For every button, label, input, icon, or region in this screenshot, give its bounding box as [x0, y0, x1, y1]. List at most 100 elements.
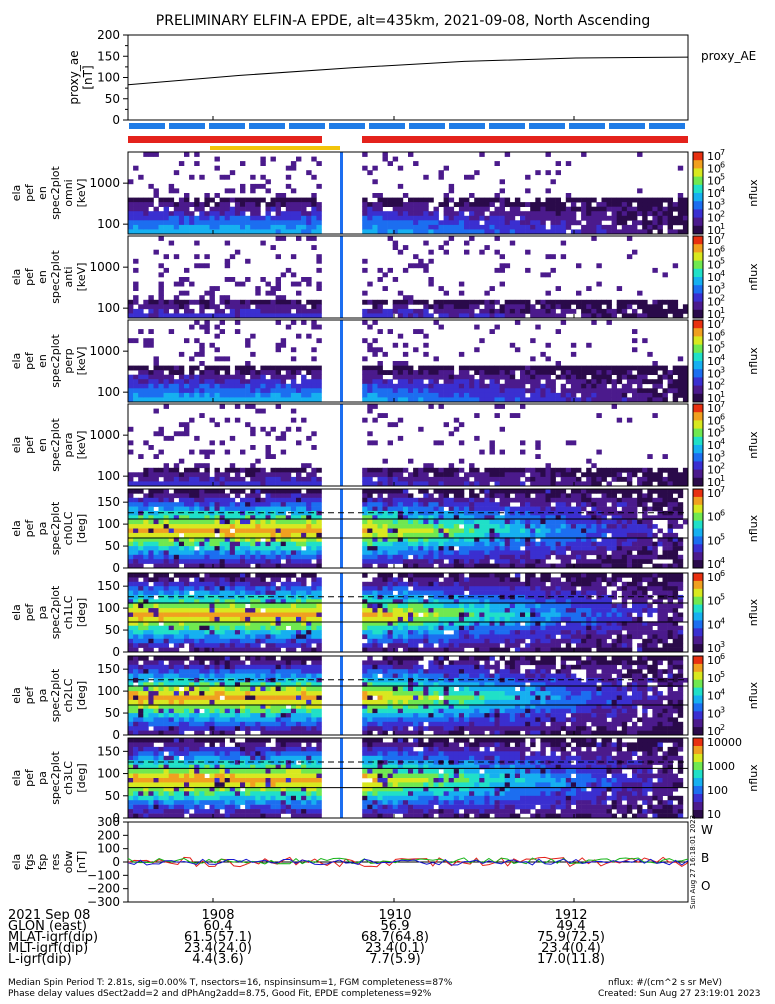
heatmap-cell	[184, 529, 189, 534]
heatmap-cell	[266, 282, 271, 287]
heatmap-cell	[428, 498, 433, 503]
heatmap-cell	[520, 220, 525, 225]
heatmap-cell	[581, 152, 586, 157]
heatmap-cell	[133, 225, 138, 230]
heatmap-cell	[459, 304, 464, 309]
heatmap-cell	[143, 472, 148, 477]
heatmap-cell	[174, 586, 179, 591]
heatmap-cell	[179, 511, 184, 516]
heatmap-cell	[388, 555, 393, 560]
heatmap-cell	[204, 591, 209, 596]
heatmap-cell	[210, 286, 215, 291]
heatmap-cell	[286, 300, 291, 305]
heatmap-cell	[225, 277, 230, 282]
colorbar-segment	[693, 453, 703, 462]
heatmap-cell	[276, 370, 281, 375]
heatmap-cell	[179, 225, 184, 230]
heatmap-cell	[250, 463, 255, 468]
heatmap-cell	[607, 507, 612, 512]
heatmap-cell	[581, 370, 586, 375]
heatmap-cell	[464, 388, 469, 393]
heatmap-cell	[204, 498, 209, 503]
heatmap-cell	[154, 207, 159, 212]
heatmap-cell	[459, 559, 464, 564]
heatmap-cell	[469, 225, 474, 230]
heatmap-cell	[306, 170, 311, 175]
heatmap-cell	[398, 550, 403, 555]
heatmap-cell	[230, 393, 235, 398]
heatmap-cell	[179, 529, 184, 534]
heatmap-cell	[469, 550, 474, 555]
colorbar-tick-label: 10	[707, 187, 721, 200]
heatmap-cell	[281, 546, 286, 551]
heatmap-cell	[194, 595, 199, 600]
heatmap-cell	[388, 472, 393, 477]
heatmap-cell	[378, 304, 383, 309]
status-bar-blue-seg	[649, 123, 685, 129]
heatmap-cell	[622, 309, 627, 314]
heatmap-cell	[423, 207, 428, 212]
heatmap-cell	[500, 388, 505, 393]
heatmap-cell	[510, 413, 515, 418]
heatmap-cell	[179, 591, 184, 596]
heatmap-cell	[276, 542, 281, 547]
heatmap-cell	[561, 304, 566, 309]
heatmap-cell	[378, 216, 383, 221]
heatmap-cell	[622, 546, 627, 551]
heatmap-cell	[459, 375, 464, 380]
heatmap-cell	[535, 216, 540, 221]
heatmap-cell	[194, 582, 199, 587]
heatmap-cell	[581, 207, 586, 212]
heatmap-cell	[311, 489, 316, 494]
heatmap-cell	[184, 468, 189, 473]
heatmap-cell	[530, 393, 535, 398]
heatmap-cell	[362, 418, 367, 423]
status-bar-blue-seg	[609, 123, 645, 129]
heatmap-cell	[449, 216, 454, 221]
heatmap-cell	[617, 366, 622, 371]
heatmap-cell	[235, 216, 240, 221]
heatmap-cell	[306, 277, 311, 282]
heatmap-cell	[174, 202, 179, 207]
heatmap-cell	[434, 220, 439, 225]
heatmap-cell	[240, 507, 245, 512]
heatmap-cell	[525, 250, 530, 255]
heatmap-cell	[607, 524, 612, 529]
heatmap-cell	[535, 550, 540, 555]
heatmap-cell	[199, 263, 204, 268]
heatmap-cell	[622, 370, 627, 375]
heatmap-cell	[266, 529, 271, 534]
heatmap-cell	[423, 366, 428, 371]
heatmap-cell	[596, 366, 601, 371]
heatmap-cell	[556, 468, 561, 473]
heatmap-cell	[398, 533, 403, 538]
heatmap-cell	[622, 393, 627, 398]
heatmap-cell	[255, 493, 260, 498]
heatmap-cell	[159, 634, 164, 639]
heatmap-cell	[291, 304, 296, 309]
heatmap-cell	[199, 295, 204, 300]
heatmap-cell	[444, 511, 449, 516]
heatmap-cell	[128, 524, 133, 529]
heatmap-cell	[525, 300, 530, 305]
heatmap-cell	[220, 520, 225, 525]
heatmap-cell	[316, 184, 321, 189]
heatmap-cell	[663, 533, 668, 538]
heatmap-cell	[530, 370, 535, 375]
heatmap-cell	[179, 582, 184, 587]
heatmap-cell	[154, 493, 159, 498]
heatmap-cell	[459, 393, 464, 398]
colorbar-segment	[693, 529, 703, 537]
heatmap-cell	[540, 529, 545, 534]
heatmap-cell	[388, 393, 393, 398]
heatmap-cell	[403, 216, 408, 221]
heatmap-cell	[581, 507, 586, 512]
heatmap-cell	[301, 502, 306, 507]
heatmap-cell	[652, 220, 657, 225]
heatmap-cell	[383, 550, 388, 555]
heatmap-cell	[627, 489, 632, 494]
heatmap-cell	[403, 393, 408, 398]
heatmap-cell	[439, 511, 444, 516]
heatmap-cell	[184, 634, 189, 639]
heatmap-cell	[240, 207, 245, 212]
